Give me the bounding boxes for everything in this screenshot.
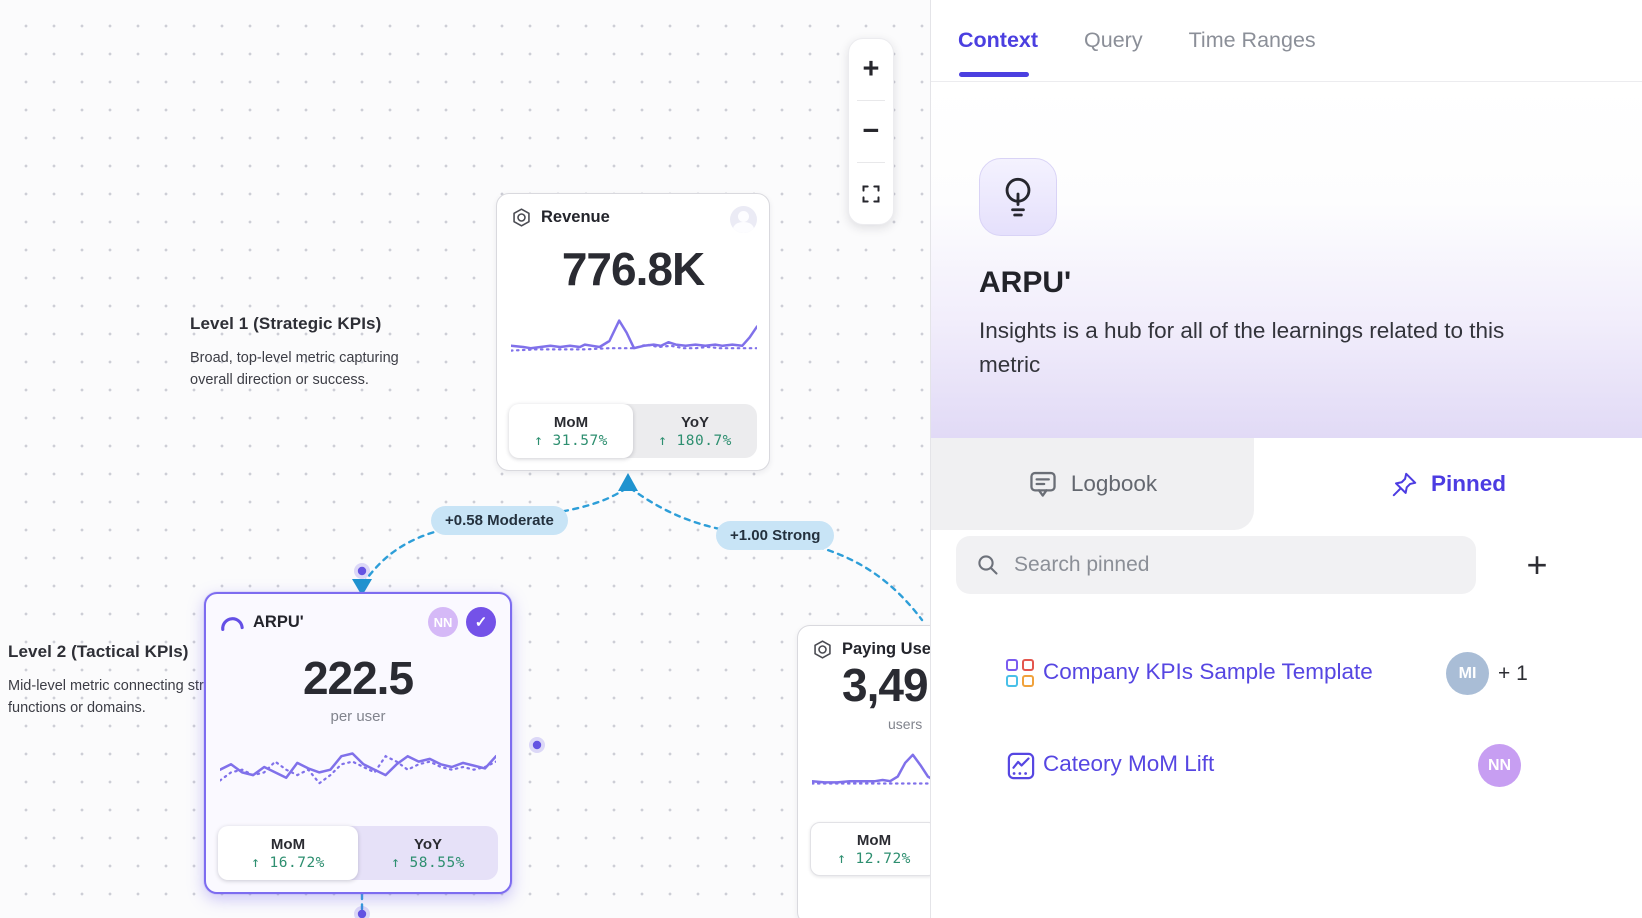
active-tab-underline — [959, 72, 1029, 77]
pinned-item-label[interactable]: Cateory MoM Lift — [1043, 751, 1215, 776]
revenue-mom-pill[interactable]: MoM ↑ 31.57% — [509, 404, 633, 458]
edge-payingusers-revenue — [628, 486, 924, 622]
tab-query[interactable]: Query — [1084, 28, 1143, 52]
correlation-badge-moderate: +0.58 Moderate — [431, 506, 568, 535]
correlation-badge-strong: +1.00 Strong — [716, 521, 835, 550]
metric-hexagon-icon — [513, 208, 530, 227]
level2-annotation: Level 2 (Tactical KPIs) Mid-level metric… — [8, 642, 260, 720]
template-grid-icon — [1006, 659, 1034, 687]
tab-time-ranges[interactable]: Time Ranges — [1188, 28, 1316, 52]
chart-icon — [1007, 752, 1035, 780]
pinned-item-cateory-mom-lift[interactable]: Cateory MoM Lift NN — [931, 737, 1642, 795]
revenue-header: Revenue — [497, 194, 769, 234]
paying-users-comparison-toggle: MoM ↑ 12.72% — [810, 822, 931, 876]
avatar-nn: NN — [1478, 744, 1521, 787]
metric-node-paying-users[interactable]: Paying Users' 3,49 users MoM ↑ 12.72% — [797, 625, 931, 918]
insight-tile — [979, 158, 1057, 236]
pinned-search-row: + — [931, 536, 1642, 596]
pinned-search-input[interactable] — [1014, 553, 1434, 577]
metric-tree-canvas[interactable]: Level 1 (Strategic KPIs) Broad, top-leve… — [0, 0, 931, 918]
metric-hexagon-icon — [814, 640, 831, 659]
arrowhead-into-arpu — [352, 579, 372, 596]
metric-node-arpu[interactable]: ARPU' NN ✓ 222.5 per user MoM ↑ 16.72% — [204, 592, 512, 894]
pinned-item-company-kpis[interactable]: Company KPIs Sample Template MI + 1 — [931, 645, 1642, 703]
arpu-unit: per user — [330, 708, 386, 725]
paying-users-mom-pill[interactable]: MoM ↑ 12.72% — [810, 822, 931, 876]
arpu-yoy-pill[interactable]: YoY ↑ 58.55% — [391, 835, 465, 871]
arpu-value: 222.5 — [302, 652, 414, 704]
add-pinned-button[interactable]: + — [1526, 544, 1548, 585]
paying-users-unit: users — [888, 716, 923, 732]
revenue-comparison-toggle: MoM ↑ 31.57% YoY ↑ 180.7% — [509, 404, 757, 458]
context-subtabs: Logbook Pinned — [931, 438, 1642, 530]
subtab-pinned[interactable]: Pinned — [1254, 438, 1642, 530]
revenue-title: Revenue — [541, 208, 610, 226]
revenue-value: 776.8K — [561, 243, 705, 295]
fit-view-button[interactable] — [849, 163, 893, 224]
tab-context[interactable]: Context — [958, 28, 1039, 52]
fullscreen-icon — [862, 185, 880, 202]
panel-metric-description: Insights is a hub for all of the learnin… — [979, 318, 1505, 377]
arpu-owner-badge: NN — [428, 607, 458, 637]
level1-description: Broad, top-level metric capturing overal… — [190, 350, 399, 388]
pinned-item-label[interactable]: Company KPIs Sample Template — [1043, 659, 1373, 684]
zoom-in-button[interactable]: + — [862, 53, 880, 85]
level1-title: Level 1 (Strategic KPIs) — [190, 314, 382, 333]
arpu-title: ARPU' — [253, 612, 304, 631]
panel-tabbar: Context Query Time Ranges — [931, 0, 1642, 82]
arc-metric-icon — [221, 617, 244, 631]
edge-arpu-revenue — [361, 487, 627, 586]
panel-metric-title: ARPU' — [979, 266, 1072, 299]
arrowhead-into-revenue — [618, 473, 638, 491]
subtab-pinned-label: Pinned — [1430, 471, 1506, 496]
paying-users-value: 3,49 — [842, 659, 929, 711]
zoom-out-button[interactable]: − — [862, 115, 880, 147]
subtab-logbook-label: Logbook — [1070, 471, 1158, 496]
avatar-mi: MI — [1446, 652, 1489, 695]
arpu-comparison-toggle: MoM ↑ 16.72% YoY ↑ 58.55% — [218, 826, 498, 880]
connector-handle-dots[interactable] — [354, 563, 545, 918]
arpu-header: ARPU' NN ✓ — [206, 594, 510, 643]
lightbulb-icon — [1005, 177, 1031, 217]
toolbar-divider — [857, 100, 885, 101]
arpu-sparkline — [218, 752, 498, 785]
metric-context-hero: ARPU' Insights is a hub for all of the l… — [931, 82, 1642, 438]
paying-users-title: Paying Users' — [842, 640, 931, 658]
level2-title: Level 2 (Tactical KPIs) — [8, 642, 189, 661]
logbook-comment-icon — [1030, 471, 1056, 497]
canvas-zoom-toolbar: + − — [848, 38, 894, 225]
extra-collaborators-count: + 1 — [1498, 662, 1528, 685]
pinned-search-box[interactable] — [956, 536, 1476, 594]
search-icon — [978, 555, 998, 575]
arpu-mom-pill[interactable]: MoM ↑ 16.72% — [218, 826, 358, 880]
metric-node-revenue[interactable]: Revenue 776.8K MoM ↑ 31.57% YoY ↑ 180.7% — [496, 193, 770, 471]
revenue-owner-avatar-icon — [730, 206, 757, 233]
pushpin-icon — [1392, 472, 1417, 496]
revenue-yoy-pill[interactable]: YoY ↑ 180.7% — [658, 413, 732, 449]
verified-badge-icon: ✓ — [466, 607, 496, 637]
subtab-logbook[interactable]: Logbook — [931, 438, 1254, 530]
metric-detail-panel: Context Query Time Ranges ARPU' Insights… — [930, 0, 1642, 918]
paying-users-header: Paying Users' — [798, 626, 931, 666]
level1-annotation: Level 1 (Strategic KPIs) Broad, top-leve… — [190, 314, 430, 392]
toolbar-divider — [857, 162, 885, 163]
level2-description: Mid-level metric connecting strategy to … — [8, 678, 256, 716]
revenue-sparkline — [509, 319, 759, 352]
paying-users-sparkline — [810, 753, 931, 785]
